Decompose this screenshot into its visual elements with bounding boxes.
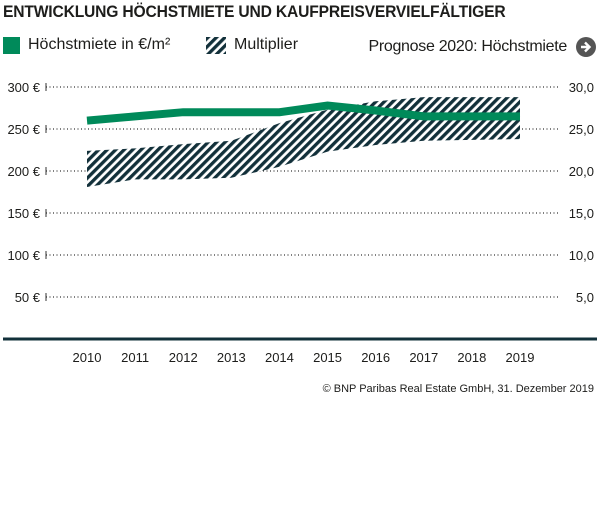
legend-forecast[interactable]: Prognose 2020: Höchstmiete [368, 36, 597, 58]
arrow-right-circle-icon[interactable] [575, 36, 597, 58]
y-right-tick-label: 10,0 [569, 248, 594, 263]
legend: Höchstmiete in €/m² Multiplier Prognose … [3, 36, 597, 58]
rent-line [86, 101, 520, 125]
y-right-tick-label: 30,0 [569, 80, 594, 95]
y-left-tick-label: 100 € [7, 248, 40, 263]
legend-forecast-label: Prognose 2020: Höchstmiete [368, 38, 567, 55]
y-right-tick-label: 25,0 [569, 122, 594, 137]
x-tick-label: 2018 [457, 350, 486, 365]
legend-multiplier: Multiplier [206, 36, 298, 54]
multiplier-swatch [206, 36, 226, 54]
chart-title: ENTWICKLUNG HÖCHSTMIETE UND KAUFPREISVER… [3, 2, 506, 21]
y-right-tick-label: 20,0 [569, 164, 594, 179]
x-tick-label: 2010 [73, 350, 102, 365]
rent-swatch [3, 36, 20, 54]
y-left-tick-label: 50 € [15, 290, 41, 305]
y-left-tick-label: 300 € [7, 80, 40, 95]
credit: © BNP Paribas Real Estate GmbH, 31. Deze… [322, 383, 594, 395]
chart: 50 € 5,0 100 € 10,0 150 € 15,0 200 € 20,0 250 € 2… [3, 80, 597, 365]
x-tick-label: 2015 [313, 350, 342, 365]
y-left-tick-label: 200 € [7, 164, 40, 179]
y-right-tick-label: 15,0 [569, 206, 594, 221]
x-tick-label: 2016 [361, 350, 390, 365]
legend-multiplier-label: Multiplier [234, 36, 299, 53]
x-tick-label: 2011 [121, 350, 149, 365]
x-tick-label: 2019 [506, 350, 535, 365]
y-left-tick-label: 150 € [7, 206, 40, 221]
legend-rent: Höchstmiete in €/m² [3, 36, 170, 54]
y-left-tick-label: 250 € [7, 122, 40, 137]
multiplier-band [87, 97, 520, 187]
legend-rent-label: Höchstmiete in €/m² [28, 36, 171, 53]
y-right-tick-label: 5,0 [576, 290, 594, 305]
x-tick-label: 2013 [217, 350, 246, 365]
x-tick-label: 2014 [265, 350, 294, 365]
x-tick-label: 2017 [409, 350, 438, 365]
x-tick-label: 2012 [169, 350, 198, 365]
